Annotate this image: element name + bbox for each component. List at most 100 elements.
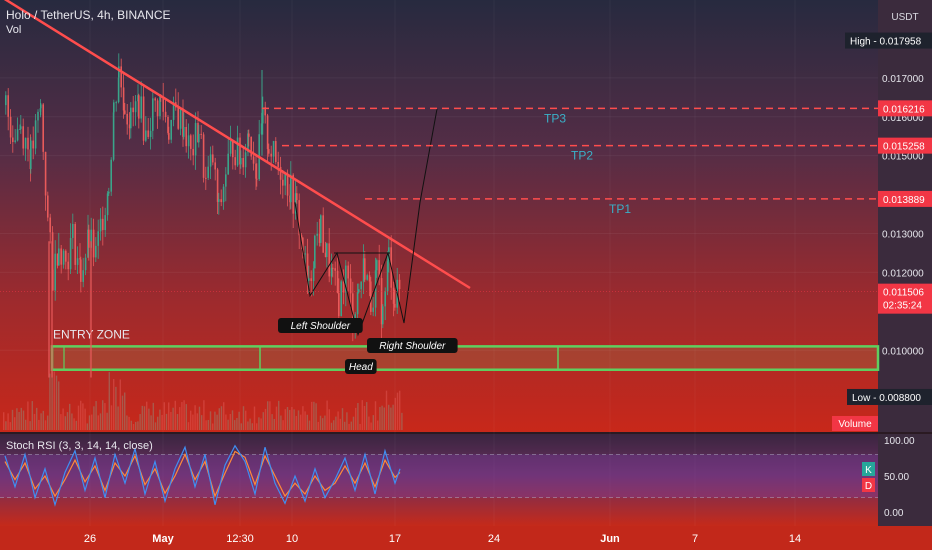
candle-body xyxy=(152,98,154,131)
volume-bar xyxy=(264,408,267,430)
candle-body xyxy=(62,250,65,265)
right-shoulder-label-bg xyxy=(367,338,458,353)
volume-bar xyxy=(205,420,207,430)
candle-body xyxy=(177,107,179,129)
price-axis-bg xyxy=(878,0,932,526)
volume-bar xyxy=(401,412,403,430)
volume-bar xyxy=(271,414,273,430)
volume-bar xyxy=(137,421,139,430)
candle-body xyxy=(7,95,9,117)
candle-body xyxy=(132,107,134,113)
volume-bar xyxy=(27,401,29,430)
candle-body xyxy=(130,107,132,129)
candle-body xyxy=(52,269,54,291)
candle-body xyxy=(236,137,239,166)
rsi-tick: 100.00 xyxy=(884,436,915,447)
candle-body xyxy=(92,229,95,258)
candle-body xyxy=(214,162,216,170)
candle-body xyxy=(290,174,292,203)
left-shoulder-label: Left Shoulder xyxy=(291,321,351,332)
candle-body xyxy=(336,270,339,293)
volume-bar xyxy=(234,420,236,430)
candle-body xyxy=(324,252,327,258)
volume-bar xyxy=(229,413,231,430)
high-marker-bg xyxy=(845,32,932,49)
volume-bar xyxy=(216,414,218,430)
candle-body xyxy=(147,130,149,137)
candle-body xyxy=(345,265,347,293)
candle-body xyxy=(22,126,24,149)
volume-bar xyxy=(176,414,179,430)
candle-body xyxy=(358,289,360,293)
stoch-k-line xyxy=(4,444,401,507)
volume-bar xyxy=(108,372,110,430)
volume-bar xyxy=(7,413,9,430)
candle-body xyxy=(234,157,236,166)
candle-body xyxy=(207,166,209,178)
tp-price-tag-bg xyxy=(878,137,932,154)
volume-bar xyxy=(139,414,141,430)
symbol-title[interactable]: Holo / TetherUS, 4h, BINANCE xyxy=(6,8,171,22)
take-profit-lines: TP3 TP2 TP1 xyxy=(262,107,878,216)
volume-bar xyxy=(73,418,75,430)
volume-bar xyxy=(324,415,326,430)
tp-label: TP2 xyxy=(571,149,593,163)
price-tick: 0.017000 xyxy=(882,74,924,85)
candle-body xyxy=(218,199,220,202)
volume-bar xyxy=(355,407,357,430)
price-axis: USDT0.0100000.0120000.0130000.0150000.01… xyxy=(0,12,932,431)
left-shoulder-label-bg xyxy=(278,318,363,333)
volume-bar xyxy=(260,418,262,430)
volume-bar xyxy=(333,420,335,430)
rsi-pane-bg xyxy=(0,434,878,526)
candle-body xyxy=(44,151,47,196)
candle-body xyxy=(80,259,82,282)
tp-price-tag-bg xyxy=(878,190,932,207)
volume-bar xyxy=(396,392,399,430)
candle-body xyxy=(27,137,29,150)
candle-body xyxy=(202,134,205,178)
candle-body xyxy=(156,100,159,117)
volume-bar xyxy=(317,421,319,430)
candle-body xyxy=(9,116,12,138)
candle-body xyxy=(142,96,145,141)
volume-bar xyxy=(55,375,58,430)
candle-body xyxy=(220,199,222,203)
stoch-rsi-label[interactable]: Stoch RSI (3, 3, 14, 14, close) xyxy=(6,440,153,452)
volume-bar xyxy=(273,418,275,430)
volume-bar xyxy=(390,407,392,430)
entry-zone-box xyxy=(50,345,880,371)
volume-bar xyxy=(363,405,366,430)
volume-bar xyxy=(3,412,5,430)
tp-label: TP1 xyxy=(609,202,631,216)
volume-bar xyxy=(361,400,363,430)
d-label: D xyxy=(865,481,872,492)
candle-body xyxy=(268,149,270,154)
candle-body xyxy=(40,104,42,109)
candle-body xyxy=(302,237,304,255)
volume-bar xyxy=(249,418,251,430)
chart-header: Holo / TetherUS, 4h, BINANCE Vol xyxy=(6,8,171,38)
volume-bar xyxy=(381,405,383,430)
head-label-bg xyxy=(345,359,377,374)
candle-body xyxy=(37,111,39,121)
candle-body xyxy=(145,130,147,141)
volume-bar xyxy=(126,415,128,430)
volume-bar xyxy=(280,415,282,430)
tp-price-tag: 0.016216 xyxy=(883,104,925,115)
volume-bar xyxy=(165,413,168,430)
tp-price-tag: 0.013889 xyxy=(883,195,925,206)
candle-body xyxy=(398,279,401,290)
volume-bar xyxy=(58,381,60,430)
volume-bar xyxy=(392,404,394,430)
volume-bar xyxy=(196,413,198,430)
volume-bar xyxy=(291,406,293,430)
volume-bars xyxy=(3,363,403,430)
candle-body xyxy=(47,195,49,218)
volume-bar xyxy=(44,420,47,430)
volume-indicator-label[interactable]: Vol xyxy=(6,24,22,36)
volume-bar xyxy=(110,405,113,430)
volume-bar xyxy=(306,414,308,430)
volume-bar xyxy=(143,406,146,430)
